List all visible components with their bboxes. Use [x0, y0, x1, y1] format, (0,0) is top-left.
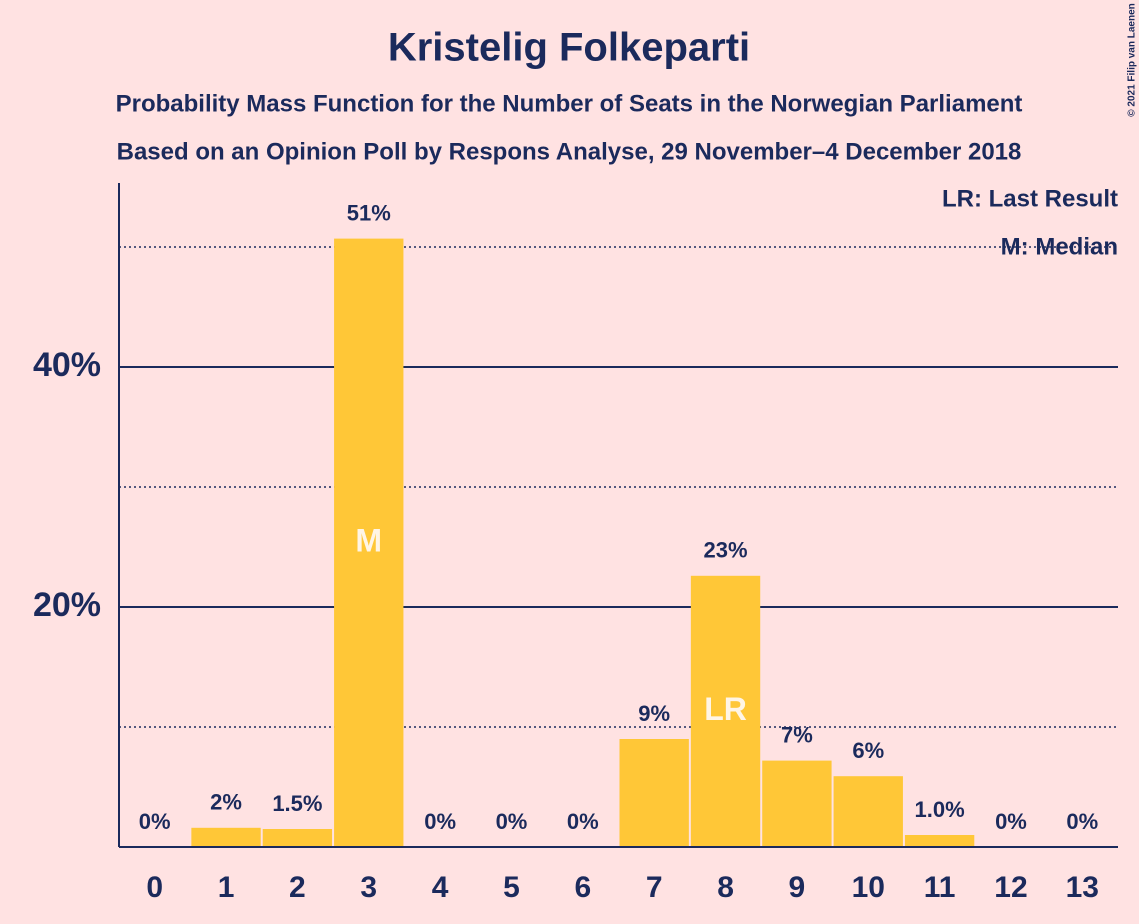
- x-tick-label: 8: [717, 871, 734, 904]
- x-tick-label: 5: [503, 871, 520, 904]
- bar: [191, 827, 261, 847]
- value-label: 0%: [139, 809, 171, 834]
- bar: [262, 829, 333, 847]
- bar-marker: LR: [704, 691, 747, 727]
- x-tick-label: 2: [289, 871, 306, 904]
- chart-title: Kristelig Folkeparti: [388, 26, 750, 70]
- value-label: 2%: [210, 790, 242, 815]
- x-tick-label: 10: [852, 871, 885, 904]
- copyright: © 2021 Filip van Laenen: [1127, 3, 1138, 117]
- value-label: 0%: [1066, 809, 1098, 834]
- bar-marker: M: [355, 522, 382, 558]
- x-tick-label: 4: [432, 871, 449, 904]
- value-label: 0%: [995, 809, 1027, 834]
- x-tick-label: 12: [994, 871, 1027, 904]
- value-label: 1.0%: [915, 797, 965, 822]
- bar: [904, 835, 975, 847]
- chart-subtitle: Probability Mass Function for the Number…: [116, 90, 1023, 117]
- legend-entry: LR: Last Result: [942, 185, 1118, 212]
- value-label: 0%: [496, 809, 528, 834]
- bar: [334, 238, 404, 848]
- x-tick-label: 9: [789, 871, 806, 904]
- value-label: 7%: [781, 722, 813, 747]
- value-label: 6%: [852, 738, 884, 763]
- value-label: 1.5%: [272, 791, 322, 816]
- bar: [619, 739, 689, 847]
- bar: [762, 760, 832, 847]
- x-tick-label: 0: [146, 871, 163, 904]
- value-label: 9%: [638, 701, 670, 726]
- y-tick-label: 40%: [33, 346, 101, 384]
- x-tick-label: 1: [218, 871, 235, 904]
- x-tick-label: 3: [360, 871, 377, 904]
- chart-subtitle: Based on an Opinion Poll by Respons Anal…: [117, 138, 1022, 165]
- x-tick-label: 13: [1066, 871, 1099, 904]
- bar: [690, 575, 761, 847]
- x-tick-label: 7: [646, 871, 663, 904]
- value-label: 0%: [424, 809, 456, 834]
- value-label: 51%: [347, 200, 391, 225]
- value-label: 23%: [704, 538, 748, 563]
- value-label: 0%: [567, 809, 599, 834]
- x-tick-label: 6: [574, 871, 591, 904]
- x-tick-label: 11: [924, 871, 956, 904]
- bar: [833, 776, 903, 847]
- y-tick-label: 20%: [33, 586, 101, 624]
